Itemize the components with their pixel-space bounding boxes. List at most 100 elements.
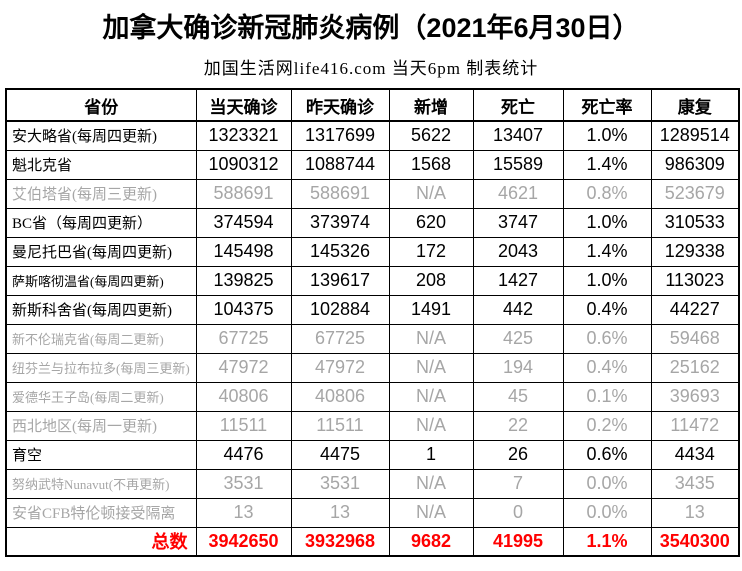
cell-province: 萨斯喀彻温省(每周四更新) [5, 265, 197, 296]
table-row: 西北地区(每周一更新) 11511 11511 N/A 22 0.2% 11472 [5, 410, 740, 441]
table-row: 新不伦瑞克省(每周二更新) 67725 67725 N/A 425 0.6% 59468 [5, 323, 740, 354]
cell-province: 安省CFB特伦顿接受隔离 [5, 497, 197, 528]
cell-today: 4476 [195, 439, 292, 470]
cell-deaths: 425 [472, 323, 564, 354]
cell-today: 3531 [195, 468, 292, 499]
cell-new: N/A [388, 323, 474, 354]
header-deaths: 死亡 [472, 88, 564, 122]
cell-new: N/A [388, 410, 474, 441]
total-deaths: 41995 [472, 526, 564, 557]
cell-death-rate: 0.1% [562, 381, 652, 412]
cell-today: 1323321 [195, 120, 292, 151]
cell-deaths: 26 [472, 439, 564, 470]
header-today: 当天确诊 [195, 88, 292, 122]
cell-recovered: 4434 [650, 439, 740, 470]
cell-today: 1090312 [195, 149, 292, 180]
cell-today: 588691 [195, 178, 292, 209]
cell-recovered: 129338 [650, 236, 740, 267]
cell-recovered: 11472 [650, 410, 740, 441]
cell-recovered: 25162 [650, 352, 740, 383]
table-row: 爱德华王子岛(每周二更新) 40806 40806 N/A 45 0.1% 39693 [5, 381, 740, 412]
cell-recovered: 39693 [650, 381, 740, 412]
header-row: 省份 当天确诊 昨天确诊 新增 死亡 死亡率 康复 [5, 88, 740, 122]
cell-today: 374594 [195, 207, 292, 238]
cell-recovered: 44227 [650, 294, 740, 325]
cell-death-rate: 1.4% [562, 149, 652, 180]
cell-death-rate: 0.2% [562, 410, 652, 441]
table-header: 省份 当天确诊 昨天确诊 新增 死亡 死亡率 康复 [5, 88, 740, 122]
table-row: 艾伯塔省(每周三更新) 588691 588691 N/A 4621 0.8% 523679 [5, 178, 740, 209]
cell-new: N/A [388, 497, 474, 528]
cell-new: N/A [388, 468, 474, 499]
table-body: 安大略省(每周四更新) 1323321 1317699 5622 13407 1.0% 12… [5, 120, 740, 528]
cell-yesterday: 47972 [290, 352, 390, 383]
cell-deaths: 194 [472, 352, 564, 383]
cell-deaths: 2043 [472, 236, 564, 267]
cell-recovered: 1289514 [650, 120, 740, 151]
table-row: BC省（每周四更新） 374594 373974 620 3747 1.0% 310533 [5, 207, 740, 238]
page-title: 加拿大确诊新冠肺炎病例（2021年6月30日） [102, 13, 640, 43]
total-yesterday: 3932968 [290, 526, 390, 557]
cell-new: N/A [388, 178, 474, 209]
cell-yesterday: 139617 [290, 265, 390, 296]
table-row: 安省CFB特伦顿接受隔离 13 13 N/A 0 0.0% 13 [5, 497, 740, 528]
cell-deaths: 4621 [472, 178, 564, 209]
table-row: 萨斯喀彻温省(每周四更新) 139825 139617 208 1427 1.0% 1130… [5, 265, 740, 296]
cell-province: 努纳武特Nunavut(不再更新) [5, 468, 197, 499]
cell-today: 40806 [195, 381, 292, 412]
cell-recovered: 59468 [650, 323, 740, 354]
cell-death-rate: 0.0% [562, 468, 652, 499]
cell-yesterday: 102884 [290, 294, 390, 325]
cell-today: 67725 [195, 323, 292, 354]
table-footer: 总数 3942650 3932968 9682 41995 1.1% 35403… [5, 526, 740, 557]
cell-yesterday: 1088744 [290, 149, 390, 180]
header-province: 省份 [5, 88, 197, 122]
table-row: 曼尼托巴省(每周四更新) 145498 145326 172 2043 1.4% 12933… [5, 236, 740, 267]
cell-recovered: 3435 [650, 468, 740, 499]
cell-death-rate: 0.0% [562, 497, 652, 528]
cell-death-rate: 0.8% [562, 178, 652, 209]
cell-recovered: 310533 [650, 207, 740, 238]
cell-death-rate: 0.6% [562, 439, 652, 470]
cell-new: 172 [388, 236, 474, 267]
cell-death-rate: 0.4% [562, 352, 652, 383]
cell-deaths: 0 [472, 497, 564, 528]
table-row: 育空 4476 4475 1 26 0.6% 4434 [5, 439, 740, 470]
table-row: 新斯科舍省(每周四更新) 104375 102884 1491 442 0.4% 44227 [5, 294, 740, 325]
table-row: 魁北克省 1090312 1088744 1568 15589 1.4% 986309 [5, 149, 740, 180]
table-row: 努纳武特Nunavut(不再更新) 3531 3531 N/A 7 0.0% 3435 [5, 468, 740, 499]
cell-yesterday: 145326 [290, 236, 390, 267]
cell-new: 208 [388, 265, 474, 296]
cell-today: 139825 [195, 265, 292, 296]
total-row: 总数 3942650 3932968 9682 41995 1.1% 35403… [5, 526, 740, 557]
header-new: 新增 [388, 88, 474, 122]
cell-death-rate: 1.0% [562, 265, 652, 296]
cell-yesterday: 40806 [290, 381, 390, 412]
table-row: 纽芬兰与拉布拉多(每周三更新) 47972 47972 N/A 194 0.4% 25162 [5, 352, 740, 383]
cell-province: 曼尼托巴省(每周四更新) [5, 236, 197, 267]
cell-deaths: 1427 [472, 265, 564, 296]
cell-new: 1 [388, 439, 474, 470]
cell-new: 620 [388, 207, 474, 238]
cell-yesterday: 13 [290, 497, 390, 528]
cell-death-rate: 1.0% [562, 207, 652, 238]
cell-today: 104375 [195, 294, 292, 325]
cell-new: N/A [388, 381, 474, 412]
header-yesterday: 昨天确诊 [290, 88, 390, 122]
cell-province: BC省（每周四更新） [5, 207, 197, 238]
cell-deaths: 45 [472, 381, 564, 412]
cell-recovered: 986309 [650, 149, 740, 180]
cell-deaths: 13407 [472, 120, 564, 151]
cell-yesterday: 3531 [290, 468, 390, 499]
cell-deaths: 442 [472, 294, 564, 325]
header-death-rate: 死亡率 [562, 88, 652, 122]
cell-yesterday: 67725 [290, 323, 390, 354]
cell-death-rate: 0.4% [562, 294, 652, 325]
cell-death-rate: 0.6% [562, 323, 652, 354]
cell-province: 爱德华王子岛(每周二更新) [5, 381, 197, 412]
total-recovered: 3540300 [650, 526, 740, 557]
table-row: 安大略省(每周四更新) 1323321 1317699 5622 13407 1.0% 12… [5, 120, 740, 151]
cell-province: 西北地区(每周一更新) [5, 410, 197, 441]
cell-deaths: 7 [472, 468, 564, 499]
cell-yesterday: 1317699 [290, 120, 390, 151]
